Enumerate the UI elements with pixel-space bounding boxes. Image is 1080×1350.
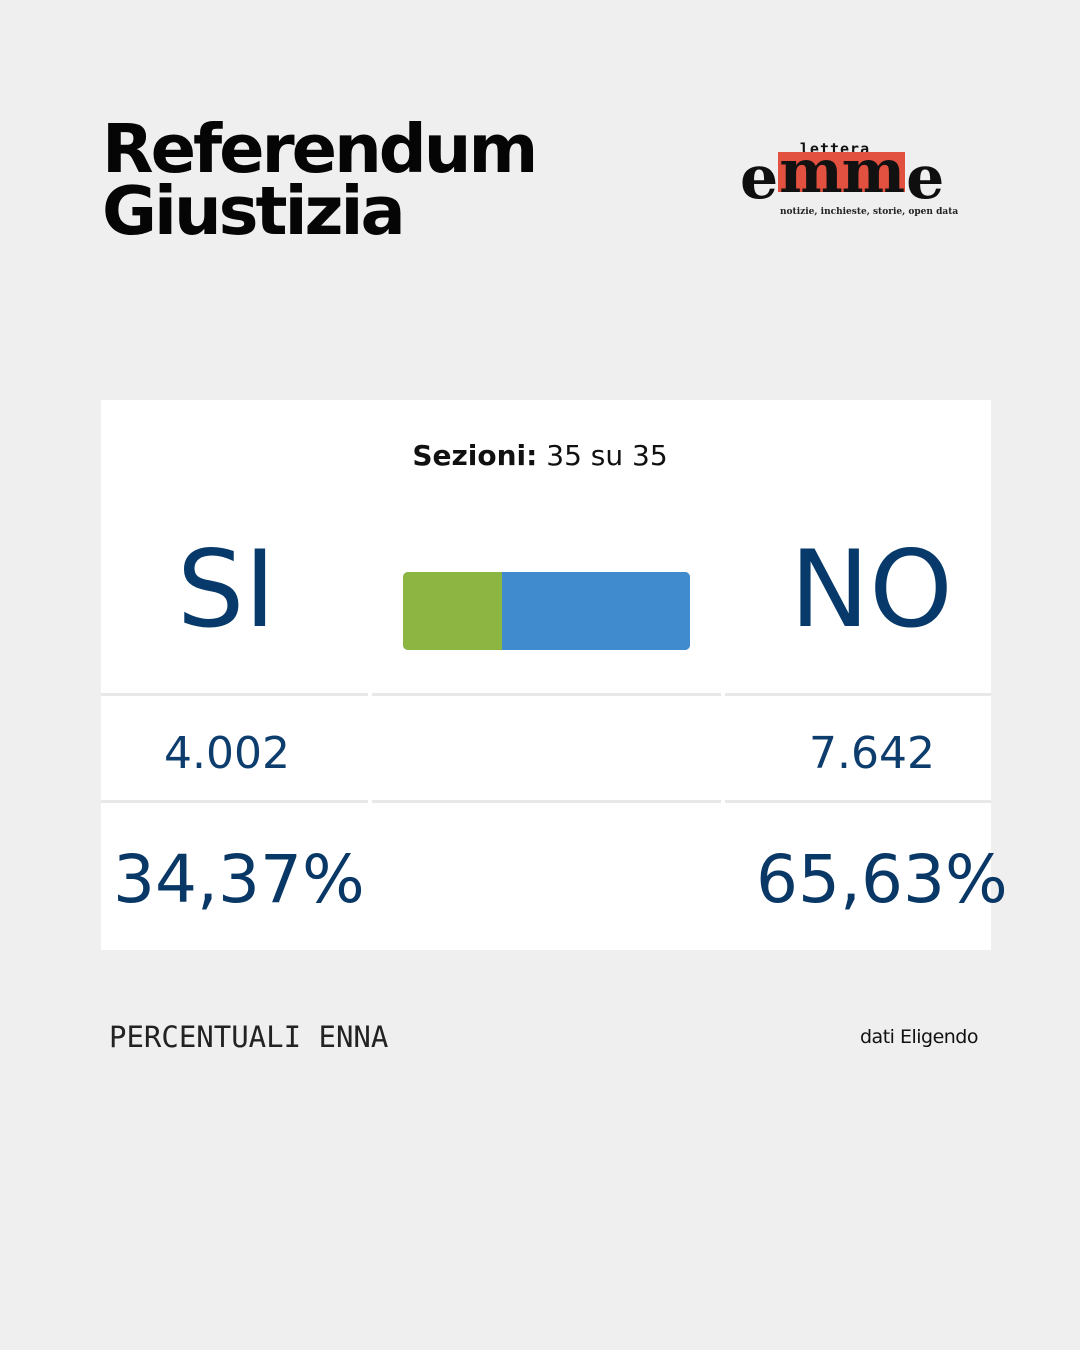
sections-label: Sezioni: (412, 439, 538, 472)
sections-counter: Sezioni: 35 su 35 (0, 438, 1080, 474)
logo-tagline: notizie, inchieste, storie, open data (780, 207, 959, 217)
lettera-emme-logo: lettera emme notizie, inchieste, storie,… (740, 140, 980, 222)
yes-bar-segment (403, 572, 502, 650)
row-divider (101, 800, 368, 803)
row-divider (372, 800, 721, 803)
sections-value: 35 su 35 (546, 439, 668, 472)
no-votes: 7.642 (809, 728, 935, 779)
row-divider (725, 693, 991, 696)
title-line-2: Giustizia (102, 172, 406, 250)
row-divider (372, 693, 721, 696)
yes-percent: 34,37% (113, 841, 365, 918)
logo-wordmark-red: mm (778, 137, 906, 207)
no-label: NO (790, 528, 953, 651)
logo-wordmark: emme (740, 137, 944, 213)
yes-votes: 4.002 (164, 728, 290, 779)
caption: PERCENTUALI ENNA (109, 1020, 389, 1054)
data-source: dati Eligendo (859, 1026, 979, 1048)
results-card (101, 400, 991, 950)
title-line-1: Referendum (102, 110, 538, 188)
no-bar-segment (501, 572, 690, 650)
logo-wordmark-part1: e (740, 143, 778, 213)
page-title: Referendum Giustizia (102, 110, 538, 250)
result-bar (403, 572, 690, 650)
logo-wordmark-part2: e (906, 143, 944, 213)
yes-label: SI (177, 528, 276, 651)
row-divider (725, 800, 991, 803)
row-divider (101, 693, 368, 696)
no-percent: 65,63% (756, 841, 1008, 918)
